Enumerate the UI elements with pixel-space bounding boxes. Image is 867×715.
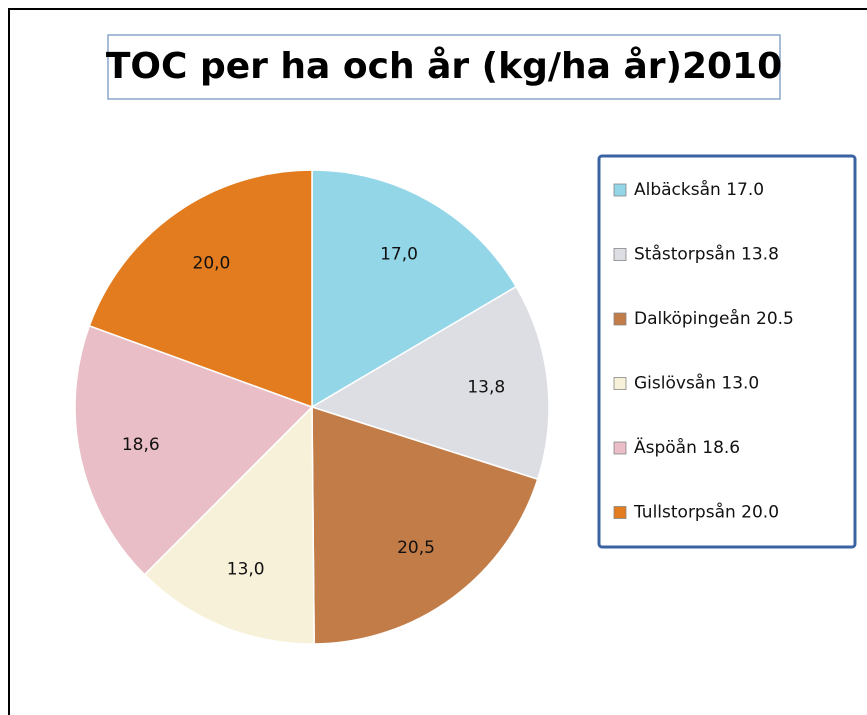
chart-title: TOC per ha och år (kg/ha år)2010: [106, 46, 782, 87]
legend-label: Äspöån 18.6: [634, 437, 740, 458]
pie-slice: [88, 169, 313, 409]
legend-swatch: [613, 312, 627, 326]
legend-label: Ståstorpsån 13.8: [634, 244, 779, 265]
legend-label: Tullstorpsån 20.0: [633, 502, 779, 523]
data-label: 13,0: [227, 559, 265, 579]
pie-slice: [74, 324, 314, 576]
data-label: 13,8: [467, 377, 505, 397]
legend-label: Gislövsån 13.0: [634, 373, 759, 394]
data-label: 17,0: [380, 245, 418, 265]
legend-label: Albäcksån 17.0: [634, 179, 764, 200]
title-box: [107, 34, 781, 100]
legend-box: [597, 154, 857, 549]
legend-label: Dalköpingeån 20.5: [634, 308, 794, 329]
data-label: 20,5: [397, 538, 435, 558]
legend: Albäcksån 17.0 Ståstorpsån 13.8 Dalköpinge…: [613, 179, 794, 523]
data-label: 18,6: [122, 435, 160, 455]
legend-swatch: [613, 248, 627, 261]
legend-swatch: [613, 506, 627, 519]
legend-swatch: [613, 377, 627, 390]
pie-slice: [311, 169, 518, 409]
frame: [8, 8, 867, 715]
pie-slice: [311, 405, 539, 645]
legend-swatch: [613, 183, 627, 197]
pie-slice: [143, 405, 315, 645]
pie: 17,0 13,8 20,5 13,0 18,6 20,0: [74, 169, 550, 645]
legend-swatch: [613, 441, 627, 455]
data-label: 20,0: [193, 253, 231, 273]
pie-slice: [310, 285, 550, 481]
